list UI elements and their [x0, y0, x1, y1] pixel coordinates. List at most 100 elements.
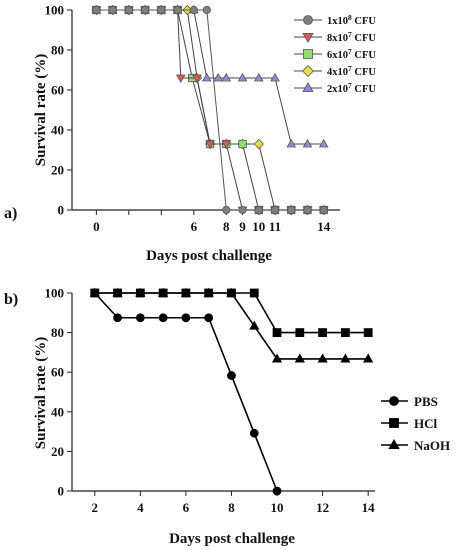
panel-a-legend-entry: 8x107 CFU — [294, 30, 376, 44]
panel-a-data-point — [286, 138, 297, 148]
panel-a-data-point — [221, 140, 232, 150]
panel-a-x-tick-label: 8 — [223, 219, 230, 234]
panel-a-legend-label: 6x107 CFU — [327, 47, 376, 61]
panel-b-y-tick-label: 20 — [51, 444, 64, 459]
panel-a-data-point — [253, 72, 264, 82]
panel-a-legend-entry: 4x107 CFU — [294, 64, 376, 78]
panel-a-data-point — [254, 205, 263, 215]
panel-a-x-axis-label: Days post challenge — [146, 248, 272, 264]
panel-b-x-tick-label: 6 — [183, 500, 190, 515]
panel-b-data-point — [363, 328, 373, 338]
panel-a-series-2 — [92, 5, 328, 215]
panel-b-data-point — [295, 328, 305, 338]
panel-a-data-point — [238, 139, 247, 149]
panel-b-x-tick-label: 14 — [362, 500, 376, 515]
panel-b-legend-label: NaOH — [414, 438, 450, 453]
panel-b-legend-label: PBS — [414, 394, 438, 409]
panel-b-legend-marker — [388, 439, 400, 450]
panel-a-x-tick-label: 0 — [93, 219, 100, 234]
panel-b-data-point — [181, 313, 191, 323]
panel-a-y-tick-label: 60 — [51, 83, 64, 98]
panel-b-series-line — [94, 292, 278, 492]
panel-a-series-3 — [91, 4, 329, 216]
panel-a-y-tick-label: 40 — [51, 123, 64, 138]
panel-b-series-naoh — [89, 287, 374, 363]
panel-b-y-tick-label: 40 — [51, 404, 64, 419]
panel-a-y-tick-label: 80 — [51, 43, 64, 58]
panel-b-series-line — [94, 292, 369, 360]
panel-a-data-point — [176, 74, 186, 84]
panel-b-data-point — [249, 428, 259, 438]
panel-b-data-point — [249, 288, 259, 298]
panel-b-data-point — [363, 353, 374, 363]
panel-a-data-point — [202, 72, 212, 82]
panel-b-legend-label: HCl — [414, 416, 438, 431]
panel-a-x-tick-label: 14 — [317, 219, 331, 234]
panel-b-data-point — [272, 486, 282, 496]
panel-b-series-line — [94, 292, 369, 334]
panel-b-data-point — [294, 353, 305, 363]
panel-b-data-point — [204, 313, 214, 323]
panel-a-legend-marker — [302, 82, 314, 92]
panel-a-legend-marker — [303, 15, 313, 25]
panel-a-series — [91, 4, 329, 216]
panel-a-y-tick-label: 100 — [45, 3, 65, 18]
panel-a-legend-marker — [303, 49, 313, 59]
panel-a-data-point — [192, 74, 202, 84]
panel-a-legend: 1x108 CFU 8x107 CFU 6x107 CFU 4x107 CFU 2x10… — [294, 13, 376, 95]
panel-a-x-tick-label: 9 — [239, 219, 246, 234]
panel-a-data-point — [287, 205, 296, 215]
panel-a-series-line — [96, 9, 324, 145]
panel-a-data-point — [205, 140, 215, 150]
panel-b-axes: 0 20 40 60 80 100 2 4 6 8 10 12 14 — [45, 286, 376, 516]
panel-b-x-tick-label: 12 — [316, 500, 329, 515]
panel-a-data-point — [189, 5, 198, 15]
panel-a-data-point — [319, 205, 328, 215]
panel-a-x-tick-label: 11 — [269, 219, 281, 234]
panel-b-legend-marker — [389, 396, 399, 406]
panel-b-y-tick-label: 0 — [58, 484, 65, 499]
panel-a-x-tick-label: 10 — [252, 219, 265, 234]
panel-a-x-tick-label: 6 — [191, 219, 198, 234]
panel-b-x-axis-label: Days post challenge — [169, 531, 295, 547]
panel-b-data-point — [135, 313, 145, 323]
panel-a-data-point — [108, 5, 117, 15]
panel-a-data-point — [302, 138, 313, 148]
panel-a-label: a) — [4, 205, 17, 222]
panel-b-data-point — [340, 328, 350, 338]
panel-a-y-tick-label: 0 — [58, 203, 65, 218]
panel-b-data-point — [318, 328, 328, 338]
panel-a-data-point — [222, 205, 231, 215]
panel-b-data-point — [158, 287, 169, 297]
panel-b-data-point — [317, 353, 328, 363]
panel-a-data-point — [270, 205, 280, 215]
panel-a: a) Survival rate (%) Days post challenge… — [4, 3, 376, 265]
panel-a-legend-marker — [302, 65, 314, 77]
panel-b: b) Survival rate (%) Days post challenge… — [4, 286, 450, 548]
panel-a-data-point — [303, 205, 312, 215]
panel-b-legend-entry: NaOH — [381, 438, 450, 453]
panel-a-legend-entry: 1x108 CFU — [294, 13, 376, 27]
panel-a-data-point — [213, 72, 223, 82]
panel-a-data-point — [238, 205, 247, 215]
panel-b-y-tick-label: 80 — [51, 325, 64, 340]
panel-a-legend-entry: 6x107 CFU — [294, 47, 376, 61]
panel-b-legend-entry: HCl — [381, 416, 438, 431]
panel-b-x-tick-label: 2 — [92, 500, 99, 515]
panel-a-data-point — [253, 138, 264, 150]
panel-b-series — [89, 287, 374, 496]
panel-b-data-point — [180, 287, 191, 297]
panel-b-data-point — [203, 287, 214, 297]
panel-a-legend-label: 8x107 CFU — [327, 30, 376, 44]
panel-a-series-1 — [91, 6, 329, 216]
panel-a-data-point — [270, 72, 280, 82]
panel-b-y-tick-label: 100 — [45, 286, 65, 301]
panel-b-x-tick-label: 10 — [271, 500, 284, 515]
panel-b-y-axis-label: Survival rate (%) — [33, 337, 49, 449]
panel-b-label: b) — [4, 291, 18, 308]
panel-b-legend: PBS HCl NaOH — [381, 394, 450, 453]
panel-a-data-point — [92, 5, 101, 15]
panel-a-series-0 — [92, 5, 328, 215]
panel-b-x-tick-label: 4 — [137, 500, 144, 515]
